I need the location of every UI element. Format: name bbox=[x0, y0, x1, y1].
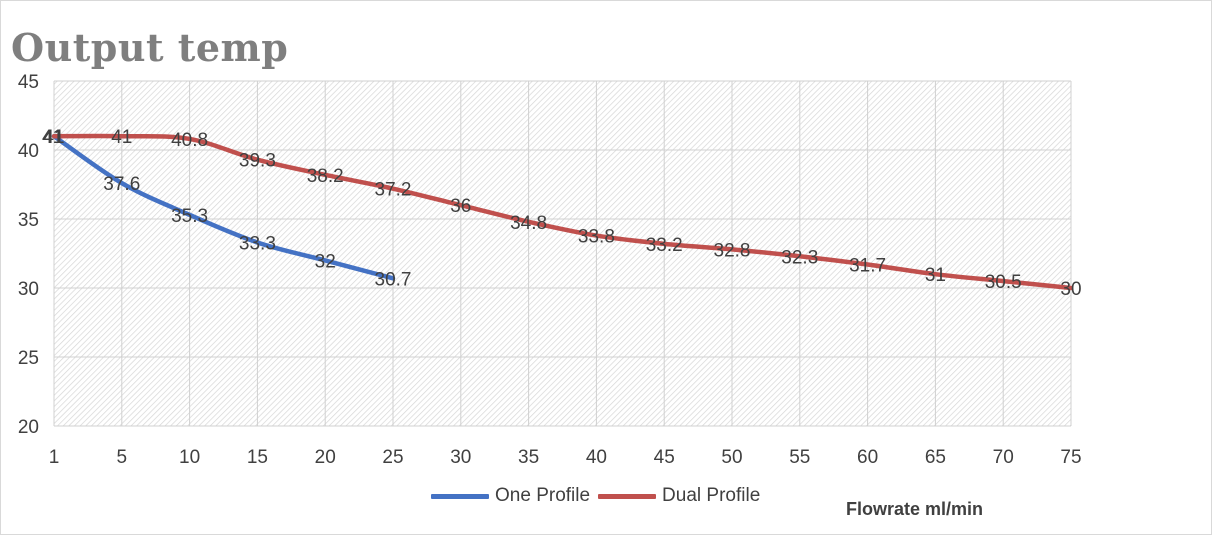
x-tick-label: 70 bbox=[993, 447, 1014, 468]
data-label-dual-profile: 34.8 bbox=[510, 213, 547, 234]
legend-label-one-profile: One Profile bbox=[495, 485, 591, 506]
plot-area bbox=[54, 81, 1071, 426]
data-label-one-profile: 32 bbox=[315, 251, 336, 272]
data-label-dual-profile: 39.3 bbox=[239, 151, 276, 172]
y-axis-ticks: 20 25 30 35 40 45 bbox=[18, 72, 39, 438]
x-axis-label: Flowrate ml/min bbox=[846, 499, 984, 519]
legend-label-dual-profile: Dual Profile bbox=[662, 485, 761, 506]
x-tick-label: 30 bbox=[450, 447, 471, 468]
y-tick-label: 30 bbox=[18, 279, 39, 300]
data-label-dual-profile: 40.8 bbox=[171, 130, 208, 151]
x-tick-label: 50 bbox=[721, 447, 742, 468]
y-tick-label: 25 bbox=[18, 348, 39, 369]
legend: One Profile Dual Profile bbox=[431, 484, 768, 508]
x-axis-ticks: 1 5 10 15 20 25 30 35 40 45 50 55 60 65 70 75 bbox=[49, 447, 1082, 468]
y-tick-label: 45 bbox=[18, 72, 39, 93]
data-label-one-profile: 30.7 bbox=[375, 269, 412, 290]
y-tick-label: 20 bbox=[18, 417, 39, 438]
data-label-one-profile: 41 bbox=[42, 127, 63, 148]
data-label-dual-profile: 41 bbox=[43, 127, 64, 148]
data-label-dual-profile: 38.2 bbox=[307, 166, 344, 187]
x-tick-label: 1 bbox=[49, 447, 60, 468]
legend-swatch-one-profile bbox=[431, 493, 489, 499]
legend-item-dual-profile: Dual Profile bbox=[598, 485, 760, 507]
data-label-dual-profile: 31 bbox=[925, 265, 946, 286]
data-label-dual-profile: 32.8 bbox=[714, 240, 751, 261]
y-tick-label: 40 bbox=[18, 141, 39, 162]
data-label-one-profile: 37.6 bbox=[103, 174, 140, 195]
x-tick-label: 65 bbox=[925, 447, 946, 468]
data-label-dual-profile: 37.2 bbox=[375, 180, 412, 201]
x-tick-label: 15 bbox=[247, 447, 268, 468]
chart-title: Output temp bbox=[11, 25, 289, 70]
x-tick-label: 55 bbox=[789, 447, 810, 468]
y-tick-label: 35 bbox=[18, 210, 39, 231]
data-label-dual-profile: 30 bbox=[1060, 279, 1081, 300]
x-tick-label: 45 bbox=[654, 447, 675, 468]
data-label-dual-profile: 33.2 bbox=[646, 235, 683, 256]
data-label-dual-profile: 41 bbox=[111, 127, 132, 148]
series-line-dual-profile bbox=[51, 133, 1074, 291]
data-label-dual-profile: 32.3 bbox=[781, 247, 818, 268]
x-tick-label: 20 bbox=[315, 447, 336, 468]
data-label-dual-profile: 30.5 bbox=[985, 272, 1022, 293]
data-label-dual-profile: 31.7 bbox=[849, 256, 886, 277]
data-label-one-profile: 35.3 bbox=[171, 206, 208, 227]
x-tick-label: 10 bbox=[179, 447, 200, 468]
legend-item-one-profile: One Profile bbox=[431, 485, 590, 507]
x-tick-label: 25 bbox=[382, 447, 403, 468]
x-tick-label: 40 bbox=[586, 447, 607, 468]
x-tick-label: 60 bbox=[857, 447, 878, 468]
x-tick-label: 5 bbox=[117, 447, 128, 468]
data-label-dual-profile: 36 bbox=[450, 196, 471, 217]
series-line-one-profile bbox=[51, 133, 396, 281]
data-label-one-profile: 33.3 bbox=[239, 233, 276, 254]
x-tick-label: 35 bbox=[518, 447, 539, 468]
legend-swatch-dual-profile bbox=[598, 493, 657, 499]
series-lines bbox=[51, 133, 1074, 291]
data-label-dual-profile: 33.8 bbox=[578, 227, 615, 248]
x-tick-label: 75 bbox=[1060, 447, 1081, 468]
